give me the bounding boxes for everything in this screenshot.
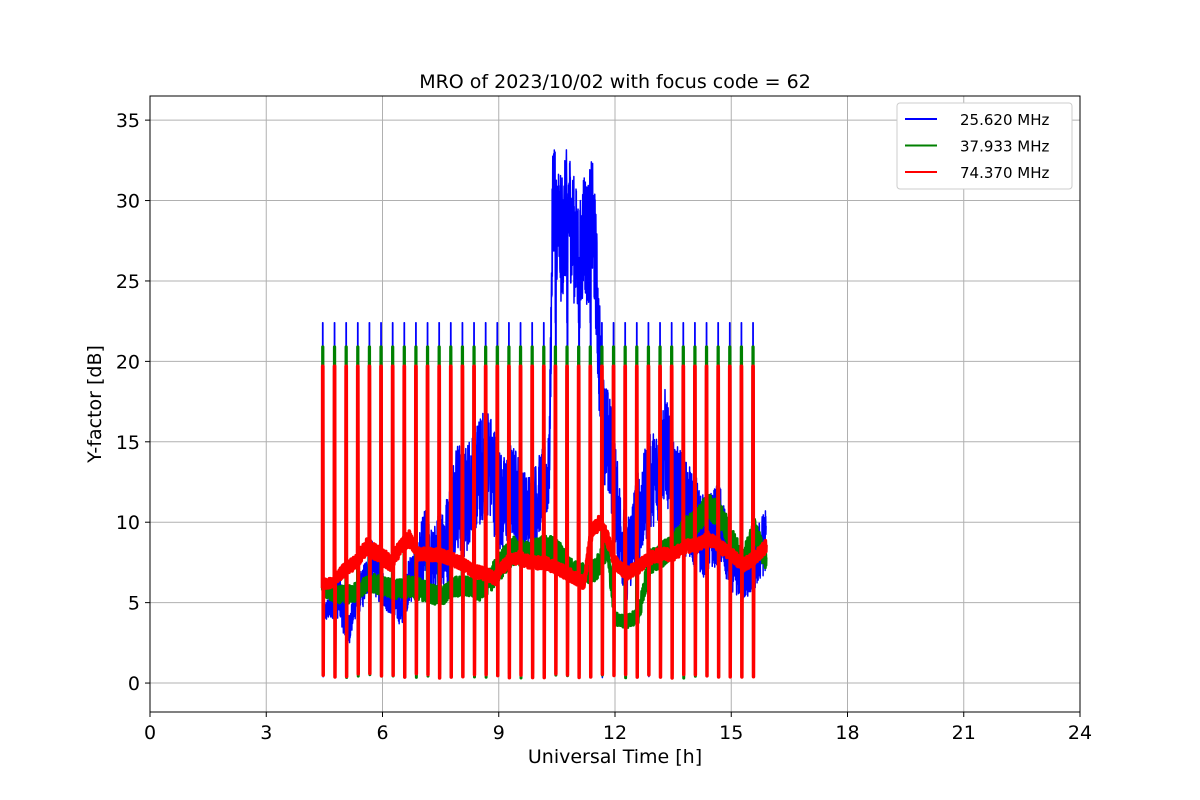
- x-tick-label: 24: [1068, 722, 1092, 744]
- series-74-370-MHz: [320, 364, 768, 680]
- series-line: [320, 364, 768, 680]
- x-tick-label: 3: [260, 722, 272, 744]
- x-tick-label: 15: [719, 722, 743, 744]
- y-tick-label: 0: [128, 673, 140, 695]
- x-tick-label: 21: [952, 722, 976, 744]
- y-tick-label: 5: [128, 593, 140, 615]
- y-tick-label: 15: [116, 432, 140, 454]
- series-layer: [320, 149, 768, 680]
- legend-label: 37.933 MHz: [960, 138, 1049, 156]
- legend-label: 74.370 MHz: [960, 164, 1049, 182]
- x-axis-title: Universal Time [h]: [528, 746, 702, 768]
- y-axis: 0 5 10 15 20 25 30 35: [116, 110, 150, 695]
- x-axis: 0 3 6 9 12 15 18 21 24: [144, 712, 1092, 744]
- y-tick-label: 35: [116, 110, 140, 132]
- y-tick-label: 25: [116, 271, 140, 293]
- legend-label: 25.620 MHz: [960, 111, 1049, 129]
- y-axis-title: Y-factor [dB]: [84, 345, 106, 464]
- x-tick-label: 12: [603, 722, 627, 744]
- legend: 25.620 MHz 37.933 MHz 74.370 MHz: [896, 102, 1073, 190]
- y-tick-label: 30: [116, 191, 140, 213]
- x-tick-label: 18: [835, 722, 859, 744]
- legend-box: [896, 102, 1073, 190]
- x-tick-label: 9: [493, 722, 505, 744]
- y-tick-label: 10: [116, 512, 140, 534]
- x-tick-label: 0: [144, 722, 156, 744]
- y-tick-label: 20: [116, 351, 140, 373]
- x-tick-label: 6: [376, 722, 388, 744]
- chart-title: MRO of 2023/10/02 with focus code = 62: [419, 71, 811, 93]
